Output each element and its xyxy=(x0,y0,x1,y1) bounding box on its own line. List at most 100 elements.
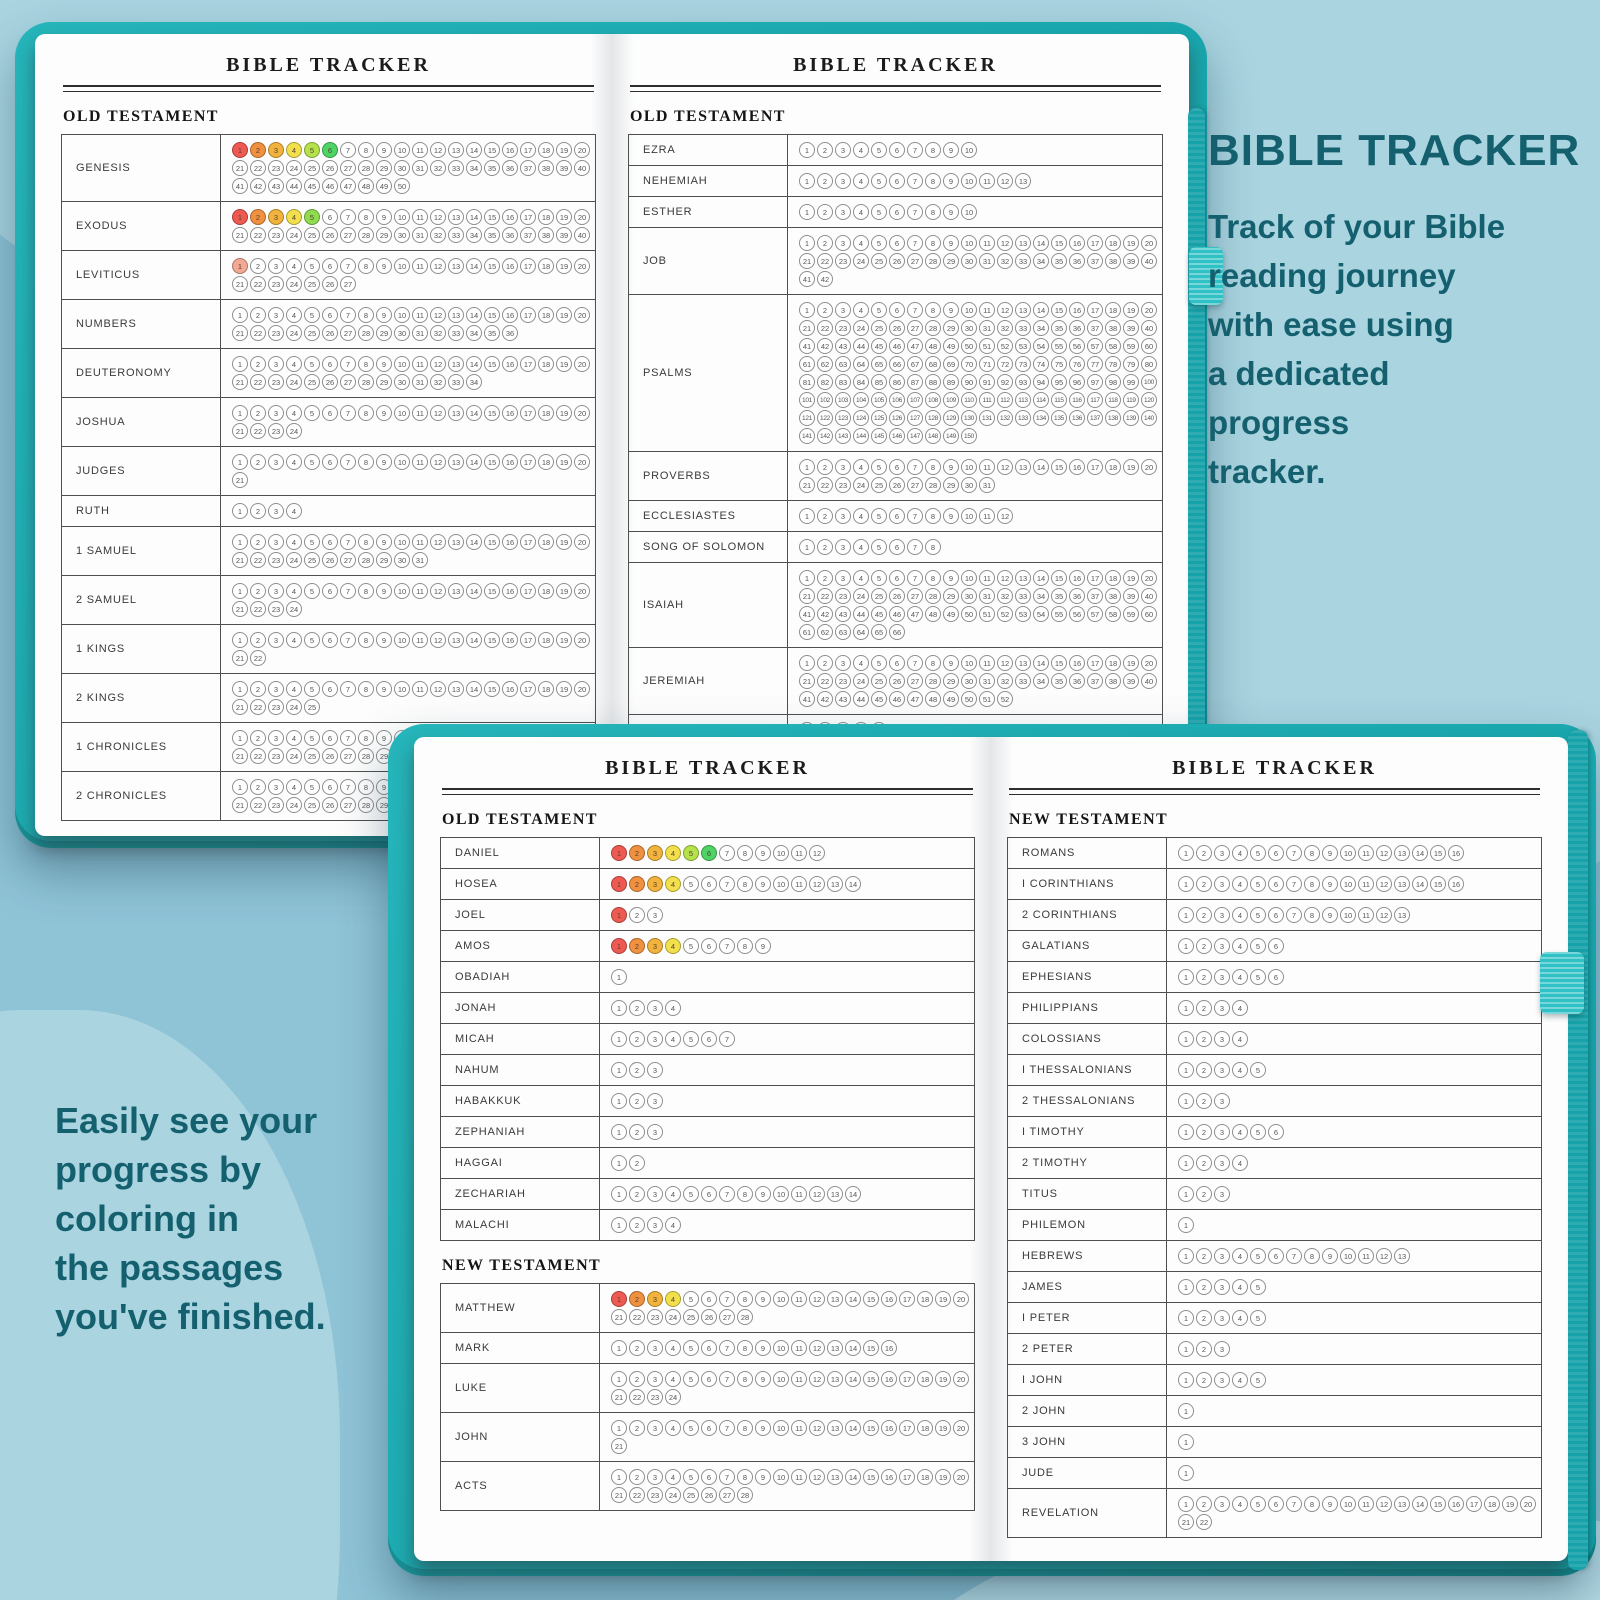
chapter-circle: 20 xyxy=(574,454,590,470)
chapter-circle: 14 xyxy=(1033,655,1049,671)
chapter-circle: 2 xyxy=(817,173,833,189)
chapter-circle: 3 xyxy=(647,1291,663,1307)
chapter-circle: 26 xyxy=(889,320,905,336)
chapter-circle: 100 xyxy=(1141,374,1157,390)
chapter-circle: 4 xyxy=(853,173,869,189)
chapter-circle: 23 xyxy=(647,1389,663,1405)
chapter-circle: 2 xyxy=(629,1371,645,1387)
chapter-circle: 13 xyxy=(1394,907,1410,923)
chapter-circle: 1 xyxy=(799,570,815,586)
chapter-circle: 4 xyxy=(1232,1124,1248,1140)
chapter-circle: 12 xyxy=(809,845,825,861)
chapter-circle: 1 xyxy=(611,1291,627,1307)
chapter-circle: 1 xyxy=(232,534,248,550)
chapter-circle: 4 xyxy=(665,1186,681,1202)
chapter-circle: 17 xyxy=(1466,1496,1482,1512)
chapter-circle: 85 xyxy=(871,374,887,390)
chapter-circle: 4 xyxy=(1232,1310,1248,1326)
book-row: COLOSSIANS 1 2 3 4 xyxy=(1008,1024,1541,1055)
chapter-circle: 7 xyxy=(1286,1496,1302,1512)
chapter-circle: 7 xyxy=(340,209,356,225)
chapter-circle: 10 xyxy=(961,570,977,586)
chapter-circle: 40 xyxy=(1141,673,1157,689)
chapter-circle: 8 xyxy=(737,845,753,861)
chapter-circle: 3 xyxy=(647,1124,663,1140)
chapter-circle: 6 xyxy=(1268,907,1284,923)
chapter-circle: 5 xyxy=(1250,845,1266,861)
chapter-circle: 105 xyxy=(871,392,887,408)
pen-loop xyxy=(1189,247,1223,305)
chapter-circle: 17 xyxy=(520,405,536,421)
chapter-circle: 20 xyxy=(574,258,590,274)
chapter-circle: 8 xyxy=(737,938,753,954)
chapter-circle: 1 xyxy=(1178,1403,1194,1419)
chapter-circle: 18 xyxy=(1484,1496,1500,1512)
chapter-circle: 8 xyxy=(925,235,941,251)
chapter-circle: 24 xyxy=(665,1487,681,1503)
chapter-circle: 8 xyxy=(358,142,374,158)
chapter-circle: 14 xyxy=(466,356,482,372)
chapter-circle: 128 xyxy=(925,410,941,426)
chapter-circle: 10 xyxy=(773,1371,789,1387)
chapter-circle: 138 xyxy=(1105,410,1121,426)
chapter-circle: 28 xyxy=(358,748,374,764)
chapter-circle: 13 xyxy=(1015,235,1031,251)
chapter-circle: 10 xyxy=(394,356,410,372)
chapter-circle: 19 xyxy=(935,1420,951,1436)
chapter-circle: 31 xyxy=(979,253,995,269)
chapter-circle: 12 xyxy=(809,1469,825,1485)
chapter-circle: 20 xyxy=(1141,570,1157,586)
chapter-circle: 21 xyxy=(232,748,248,764)
book-row: 3 JOHN 1 xyxy=(1008,1427,1541,1458)
chapter-circle: 46 xyxy=(889,606,905,622)
chapter-circle: 3 xyxy=(268,405,284,421)
chapter-circle: 6 xyxy=(322,454,338,470)
chapter-circle: 23 xyxy=(268,160,284,176)
page-title: BIBLE TRACKER xyxy=(793,54,998,76)
chapter-circle: 2 xyxy=(250,779,266,795)
chapter-circle: 9 xyxy=(376,583,392,599)
chapter-circle: 41 xyxy=(799,338,815,354)
chapter-circle: 5 xyxy=(871,204,887,220)
chapter-circle: 33 xyxy=(1015,253,1031,269)
chapter-circle: 12 xyxy=(430,356,446,372)
chapter-circle: 1 xyxy=(1178,1093,1194,1109)
chapter-circle: 7 xyxy=(907,173,923,189)
chapter-circle: 3 xyxy=(1214,1000,1230,1016)
chapter-circle: 88 xyxy=(925,374,941,390)
chapter-circle: 2 xyxy=(250,681,266,697)
chapter-circle: 19 xyxy=(556,583,572,599)
chapter-circles-rows: 1 2 3 4 5 6 7 8 9 10 11 12 13 xyxy=(1177,1247,1541,1265)
chapter-circle: 112 xyxy=(997,392,1013,408)
chapter-circle: 1 xyxy=(611,1124,627,1140)
book-name: HOSEA xyxy=(441,869,600,899)
book-row: JOSHUA 1 2 3 4 5 6 7 8 9 10 11 12 13 14 15 16 17 18 19 20 21 2… xyxy=(62,398,595,447)
chapter-circle: 21 xyxy=(232,325,248,341)
chapter-circle: 22 xyxy=(250,160,266,176)
chapter-circle: 16 xyxy=(881,1469,897,1485)
chapter-circle: 65 xyxy=(871,356,887,372)
chapter-circle: 3 xyxy=(1214,1186,1230,1202)
chapter-circles: 1 2 3 4 5 6 7 8 9 10 11 12 13 14 15 16 17 18 19 20 21 22 xyxy=(221,625,597,673)
book-row: ISAIAH 1 2 3 4 5 6 7 8 9 10 11 12 13 14 15 16 17 18 19 20 21 2… xyxy=(629,563,1162,648)
chapter-circle: 113 xyxy=(1015,392,1031,408)
chapter-circle: 20 xyxy=(1141,235,1157,251)
chapter-circle: 13 xyxy=(827,1420,843,1436)
chapter-circle: 20 xyxy=(574,142,590,158)
chapter-circles-rows: 1 2 3 4 5 6 7 8 9 10 11 12 13 14 15 16 17 18 19 20 21 22 xyxy=(1177,1495,1541,1531)
chapter-circle: 28 xyxy=(925,673,941,689)
chapter-circle: 14 xyxy=(1412,1496,1428,1512)
chapter-circle: 29 xyxy=(376,325,392,341)
chapter-circle: 13 xyxy=(1015,302,1031,318)
chapter-circle: 10 xyxy=(961,459,977,475)
chapter-circle: 12 xyxy=(430,454,446,470)
chapter-circle: 13 xyxy=(448,258,464,274)
chapter-circle: 30 xyxy=(394,374,410,390)
chapter-circle: 21 xyxy=(232,699,248,715)
header-rule xyxy=(630,85,1161,92)
chapter-circle: 49 xyxy=(943,691,959,707)
